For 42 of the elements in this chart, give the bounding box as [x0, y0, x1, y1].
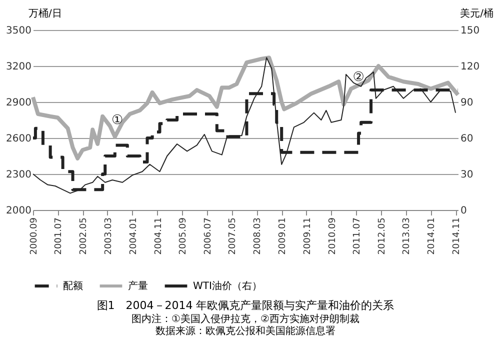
y2-tick-label: 60 — [460, 134, 474, 144]
y2-tick-label: 120 — [460, 62, 480, 72]
x-tick-label: 2007.05 — [228, 218, 238, 255]
x-tick-label: 2002.05 — [79, 218, 90, 255]
y2-axis-title: 美元/桶 — [460, 8, 494, 20]
legend-label: 配额 — [63, 280, 83, 292]
y-tick-label: 2900 — [6, 98, 32, 108]
source-note: 数据来源：欧佩克公报和美国能源信息署 — [156, 325, 336, 337]
annotation: ② — [352, 70, 364, 85]
y2-tick-label: 30 — [460, 170, 474, 180]
x-tick-label: 2008.03 — [253, 218, 264, 255]
y-tick-label: 2300 — [6, 170, 32, 180]
legend-label: WTI油价（右） — [193, 280, 262, 292]
x-tick-label: 2001.07 — [54, 218, 64, 255]
text: 图1 2004－2014 年欧佩克产量限额与实产量和油价的关系 — [96, 299, 394, 312]
y2-tick-label: 150 — [460, 26, 480, 36]
x-tick-label: 2009.01 — [278, 218, 288, 255]
legend-label: 产量 — [128, 280, 148, 292]
x-tick-label: 2011.07 — [352, 218, 362, 255]
text: 图内注：①美国入侵伊拉克，②西方实施对伊朗制裁 — [132, 313, 360, 325]
y2-tick-label: 0 — [460, 206, 467, 216]
line-series — [31, 56, 460, 160]
x-tick-label: 2013.03 — [402, 218, 412, 255]
x-tick-label: 2010.09 — [328, 217, 338, 255]
x-tick-label: 2000.09 — [30, 217, 40, 255]
x-tick-label: 2012.05 — [377, 218, 388, 255]
x-tick-label: 2014.11 — [452, 218, 462, 255]
annotation: ① — [112, 113, 124, 128]
x-tick-label: 2004.11 — [154, 218, 164, 255]
y2-tick-label: 90 — [460, 98, 474, 108]
x-tick-label: 2009.11 — [302, 218, 313, 255]
x-tick-label: 2005.09 — [178, 217, 189, 255]
x-tick-label: 2004.01 — [128, 218, 139, 255]
y-axis-title: 万桶/日 — [28, 8, 62, 20]
y-tick-label: 2600 — [6, 134, 32, 144]
x-tick-label: 2014.01 — [427, 218, 438, 255]
y-tick-label: 3200 — [6, 62, 32, 72]
y-tick-label: 2000 — [6, 206, 32, 216]
x-tick-label: 2003.03 — [104, 218, 114, 255]
line-series — [32, 57, 456, 194]
x-tick-label: 2006.07 — [203, 218, 214, 255]
y-tick-label: 3500 — [6, 26, 32, 36]
